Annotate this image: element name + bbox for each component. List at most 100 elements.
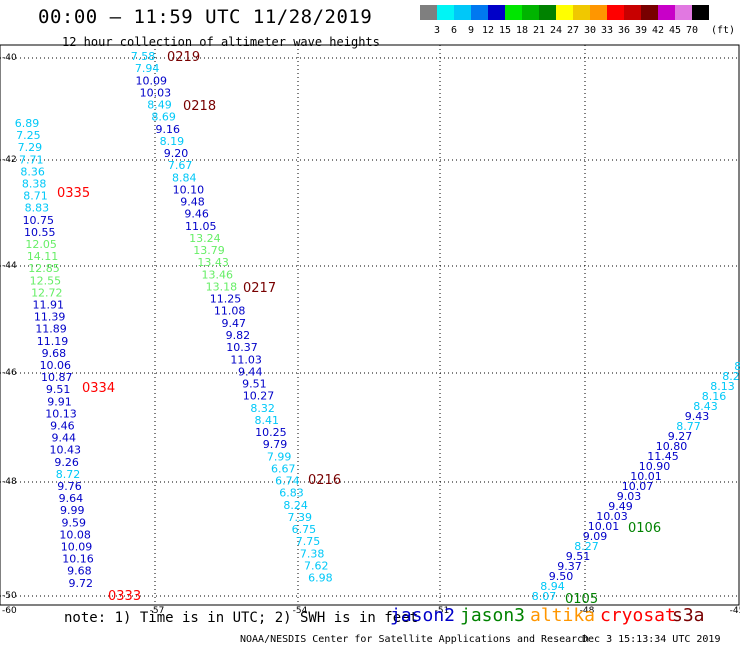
swh-reading: 11.05 xyxy=(185,220,217,233)
swh-reading: 9.64 xyxy=(59,492,84,505)
swh-reading: 8.19 xyxy=(160,135,185,148)
legend-label: 9 xyxy=(467,25,475,36)
map-frame xyxy=(0,44,740,606)
map-title: 00:00 — 11:59 UTC 11/28/2019 xyxy=(38,6,373,28)
swh-reading: 10.27 xyxy=(243,390,275,403)
swh-reading: 9.43 xyxy=(685,410,710,423)
satellite-s3a: s3a xyxy=(672,605,705,626)
swh-reading: 9.46 xyxy=(50,420,75,433)
swh-reading: 9.27 xyxy=(668,430,693,443)
generated-date: Dec 3 15:13:34 UTC 2019 xyxy=(582,634,721,645)
swh-reading: 11.89 xyxy=(35,323,67,336)
swh-reading: 6.67 xyxy=(271,462,296,475)
swh-reading: 6.75 xyxy=(292,523,317,536)
swh-reading: 10.43 xyxy=(49,444,81,457)
swh-reading: 12.55 xyxy=(30,274,62,287)
swh-reading: 7.58 xyxy=(131,50,156,63)
swh-reading: 9.44 xyxy=(52,432,77,445)
credit-text: NOAA/NESDIS Center for Satellite Applica… xyxy=(240,634,590,645)
swh-reading: 8.2 xyxy=(722,370,740,383)
legend-swatch xyxy=(607,5,624,20)
swh-reading: 9.68 xyxy=(42,347,67,360)
swh-reading: 10.37 xyxy=(226,341,258,354)
legend-swatch xyxy=(454,5,471,20)
swh-reading: 11.39 xyxy=(34,311,66,324)
legend-label: 39 xyxy=(634,25,648,36)
swh-reading: 8.24 xyxy=(283,499,308,512)
swh-reading: 8.32 xyxy=(250,402,275,415)
swh-reading: 9.76 xyxy=(57,480,82,493)
swh-reading: 9.51 xyxy=(566,550,591,563)
swh-reading: 8.38 xyxy=(22,178,47,191)
legend-swatch xyxy=(675,5,692,20)
swh-reading: 8.16 xyxy=(702,390,727,403)
swh-reading: 6.98 xyxy=(308,572,333,585)
swh-reading: 10.09 xyxy=(61,541,93,554)
swh-reading: 12.05 xyxy=(25,238,57,251)
swh-reading: 7.62 xyxy=(304,559,329,572)
lon-label: -57 xyxy=(150,606,165,616)
swh-reading: 9.91 xyxy=(47,395,72,408)
track-time-label: 0334 xyxy=(82,381,115,396)
legend-label: 6 xyxy=(450,25,458,36)
swh-reading: 10.90 xyxy=(639,460,671,473)
lat-label: -48 xyxy=(2,477,17,487)
legend-label: 12 xyxy=(481,25,495,36)
legend-label: 33 xyxy=(600,25,614,36)
track-time-label: 0219 xyxy=(167,50,200,65)
swh-reading: 10.01 xyxy=(630,470,662,483)
swh-reading: 8.84 xyxy=(172,171,197,184)
legend-swatch xyxy=(522,5,539,20)
swh-reading: 10.80 xyxy=(656,440,688,453)
lat-label: -42 xyxy=(2,155,17,165)
swh-reading: 9.79 xyxy=(263,438,288,451)
swh-reading: 8.71 xyxy=(23,190,48,203)
legend-swatch xyxy=(437,5,454,20)
swh-reading: 7.67 xyxy=(168,159,193,172)
track-time-label: 0335 xyxy=(57,186,90,201)
track-time-label: 0106 xyxy=(628,521,661,536)
swh-reading: 10.10 xyxy=(173,183,205,196)
legend-label: 3 xyxy=(433,25,441,36)
swh-reading: 9.99 xyxy=(60,504,85,517)
track-time-label: 0333 xyxy=(108,589,141,604)
swh-reading: 9.16 xyxy=(155,123,180,136)
satellite-jason3: jason3 xyxy=(460,605,526,626)
swh-reading: 13.18 xyxy=(206,280,238,293)
track-time-label: 0218 xyxy=(183,99,216,114)
swh-reading: 9.51 xyxy=(242,378,267,391)
swh-reading: 6.74 xyxy=(275,475,300,488)
swh-reading: 8.49 xyxy=(147,99,172,112)
swh-reading: 9.49 xyxy=(608,500,633,513)
legend-swatch xyxy=(505,5,522,20)
swh-reading: 10.01 xyxy=(588,520,620,533)
swh-reading: 10.03 xyxy=(596,510,628,523)
swh-reading: 10.75 xyxy=(23,214,55,227)
legend-label: 15 xyxy=(498,25,512,36)
legend-swatch xyxy=(556,5,573,20)
track-time-label: 0105 xyxy=(565,592,598,607)
swh-reading: 8.43 xyxy=(693,400,718,413)
swh-reading: 8.07 xyxy=(532,590,557,603)
swh-reading: 9.82 xyxy=(226,329,251,342)
satellite-altika: altika xyxy=(530,605,596,626)
swh-reading: 9.26 xyxy=(54,456,79,469)
legend-swatch xyxy=(692,5,709,20)
swh-reading: 9.48 xyxy=(180,196,205,209)
legend-swatch xyxy=(539,5,556,20)
swh-reading: 9.09 xyxy=(583,530,608,543)
legend-label: 27 xyxy=(566,25,580,36)
swh-reading: 10.07 xyxy=(622,480,654,493)
lat-label: -46 xyxy=(2,368,17,378)
swh-reading: 10.55 xyxy=(24,226,56,239)
legend-swatch xyxy=(420,5,437,20)
lon-label: -48 xyxy=(580,606,595,616)
swh-reading: 8.41 xyxy=(254,414,279,427)
legend-swatch xyxy=(471,5,488,20)
swh-reading: 9.72 xyxy=(69,577,94,590)
lon-label: -51 xyxy=(435,606,450,616)
swh-reading: 10.25 xyxy=(255,426,287,439)
swh-reading: 9.68 xyxy=(67,565,92,578)
swh-reading: 8.94 xyxy=(540,580,565,593)
swh-reading: 9.51 xyxy=(46,383,71,396)
